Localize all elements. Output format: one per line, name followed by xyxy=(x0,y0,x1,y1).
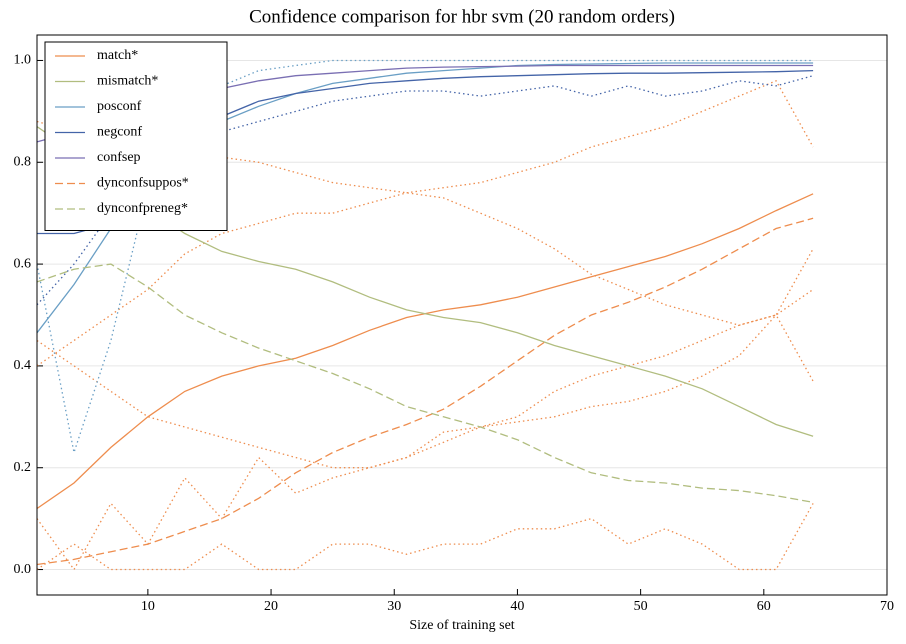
x-tick-label: 10 xyxy=(141,599,155,614)
series-line xyxy=(36,288,814,571)
chart-title: Confidence comparison for hbr svm (20 ra… xyxy=(249,6,675,27)
plot-frame xyxy=(36,34,888,596)
legend-label: mismatch* xyxy=(97,74,158,89)
series-line xyxy=(36,263,814,503)
x-tick-label: 50 xyxy=(634,599,648,614)
y-tick-label: 1.0 xyxy=(14,53,32,68)
legend-label: dynconfpreneg* xyxy=(97,201,188,216)
legend-label: confsep xyxy=(97,150,141,165)
x-tick-label: 60 xyxy=(757,599,771,614)
series-line xyxy=(36,503,814,571)
x-tick-label: 70 xyxy=(880,599,894,614)
legend-label: negconf xyxy=(97,125,142,140)
y-tick-label: 0.8 xyxy=(14,154,32,169)
y-tick-label: 0.0 xyxy=(14,562,32,577)
legend-label: match* xyxy=(97,48,138,63)
series-line xyxy=(36,79,814,367)
legend-label: dynconfsuppos* xyxy=(97,176,189,191)
legend-label: posconf xyxy=(97,99,142,114)
x-tick-label: 30 xyxy=(387,599,401,614)
series-line xyxy=(36,193,814,510)
x-axis-label: Size of training set xyxy=(409,618,514,633)
legend: match* mismatch* posconf negconf confsep dync… xyxy=(44,41,228,231)
x-tick-label: 40 xyxy=(510,599,524,614)
y-tick-label: 0.4 xyxy=(14,358,32,373)
series-line xyxy=(36,217,814,566)
x-tick-label: 20 xyxy=(264,599,278,614)
y-tick-label: 0.6 xyxy=(14,256,32,271)
series-line xyxy=(36,248,814,469)
legend-box xyxy=(44,41,228,231)
y-tick-label: 0.2 xyxy=(14,460,32,475)
series-line xyxy=(36,75,814,306)
